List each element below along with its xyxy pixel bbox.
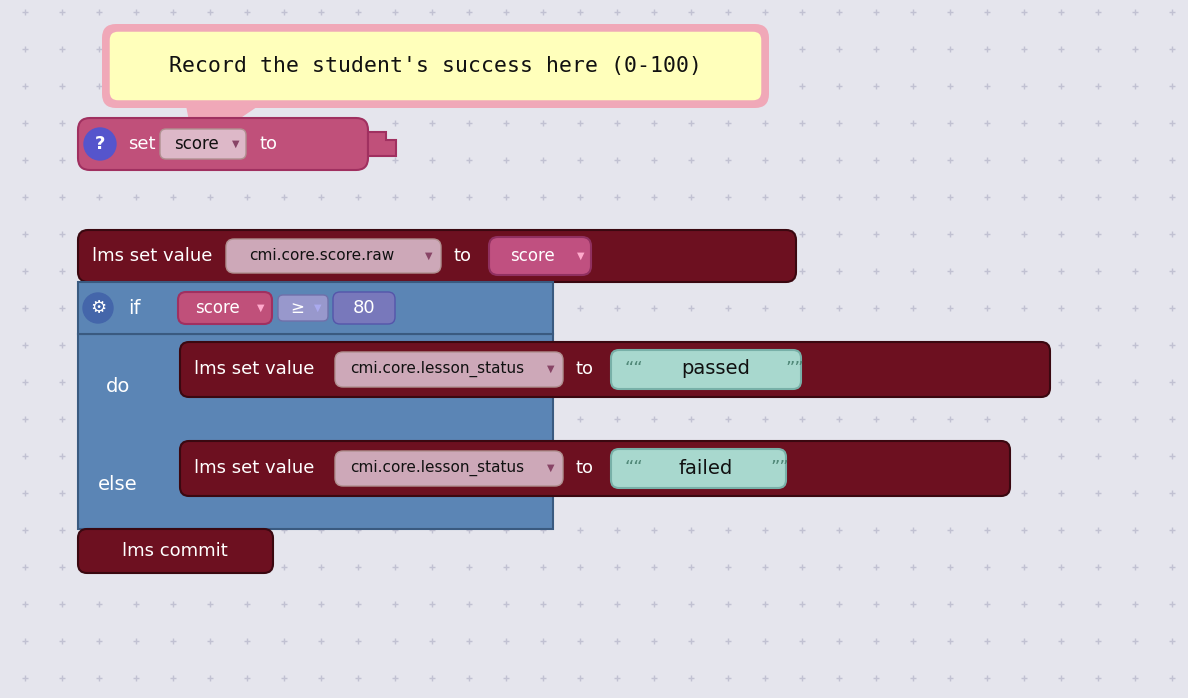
Text: score: score bbox=[195, 299, 239, 317]
Text: Record the student's success here (0-100): Record the student's success here (0-100… bbox=[169, 56, 702, 76]
FancyBboxPatch shape bbox=[335, 352, 563, 387]
Text: lms set value: lms set value bbox=[194, 459, 315, 477]
FancyBboxPatch shape bbox=[278, 295, 328, 321]
Text: score: score bbox=[510, 247, 555, 265]
FancyBboxPatch shape bbox=[611, 350, 801, 389]
Text: ””: ”” bbox=[770, 459, 789, 477]
FancyBboxPatch shape bbox=[78, 230, 796, 282]
FancyBboxPatch shape bbox=[611, 449, 786, 488]
Text: ““: ““ bbox=[625, 360, 644, 378]
Text: ?: ? bbox=[95, 135, 106, 153]
Text: to: to bbox=[260, 135, 278, 153]
Polygon shape bbox=[368, 132, 396, 156]
Text: set: set bbox=[128, 135, 156, 153]
Text: if: if bbox=[128, 299, 140, 318]
Text: ▼: ▼ bbox=[258, 303, 265, 313]
Text: ▼: ▼ bbox=[315, 303, 322, 313]
FancyBboxPatch shape bbox=[108, 30, 763, 102]
Text: to: to bbox=[575, 360, 593, 378]
Text: lms set value: lms set value bbox=[194, 360, 315, 378]
Text: ▼: ▼ bbox=[232, 139, 240, 149]
Text: ””: ”” bbox=[785, 360, 804, 378]
FancyBboxPatch shape bbox=[160, 129, 246, 159]
Text: ▼: ▼ bbox=[577, 251, 584, 261]
FancyBboxPatch shape bbox=[78, 118, 368, 170]
Text: failed: failed bbox=[678, 459, 733, 477]
FancyBboxPatch shape bbox=[181, 342, 1050, 397]
Text: ▼: ▼ bbox=[548, 463, 555, 473]
Text: cmi.core.score.raw: cmi.core.score.raw bbox=[249, 248, 394, 264]
Text: to: to bbox=[575, 459, 593, 477]
Text: to: to bbox=[453, 247, 470, 265]
FancyBboxPatch shape bbox=[78, 334, 552, 529]
FancyBboxPatch shape bbox=[333, 292, 394, 324]
Text: lms commit: lms commit bbox=[122, 542, 228, 560]
FancyBboxPatch shape bbox=[78, 282, 552, 334]
FancyBboxPatch shape bbox=[226, 239, 441, 273]
Text: passed: passed bbox=[682, 359, 751, 378]
Text: else: else bbox=[97, 475, 138, 493]
Text: ≥: ≥ bbox=[290, 299, 304, 317]
Text: ▼: ▼ bbox=[425, 251, 432, 261]
FancyBboxPatch shape bbox=[181, 441, 1010, 496]
FancyBboxPatch shape bbox=[489, 237, 590, 275]
Polygon shape bbox=[187, 102, 263, 148]
FancyBboxPatch shape bbox=[335, 451, 563, 486]
Circle shape bbox=[83, 293, 113, 323]
Text: cmi.core.lesson_status: cmi.core.lesson_status bbox=[350, 361, 524, 377]
FancyBboxPatch shape bbox=[78, 529, 273, 573]
Text: ⚙: ⚙ bbox=[90, 299, 106, 317]
FancyBboxPatch shape bbox=[102, 24, 769, 108]
Text: score: score bbox=[173, 135, 219, 153]
Circle shape bbox=[84, 128, 116, 160]
FancyBboxPatch shape bbox=[178, 292, 272, 324]
Text: do: do bbox=[106, 376, 131, 396]
Text: 80: 80 bbox=[353, 299, 375, 317]
Text: lms set value: lms set value bbox=[91, 247, 213, 265]
Text: ▼: ▼ bbox=[548, 364, 555, 374]
Text: ““: ““ bbox=[625, 459, 644, 477]
Text: cmi.core.lesson_status: cmi.core.lesson_status bbox=[350, 460, 524, 476]
